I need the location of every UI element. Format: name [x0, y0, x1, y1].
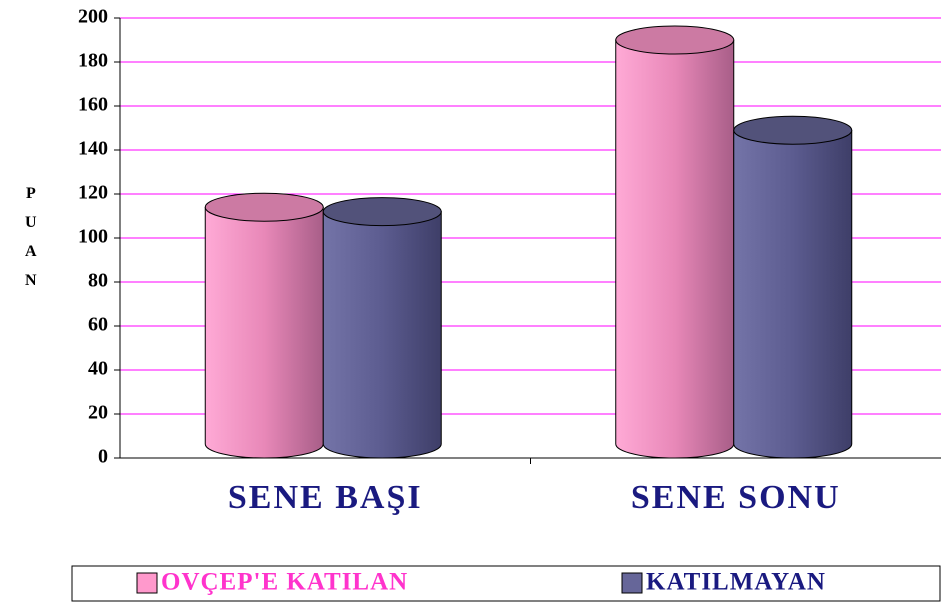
bar — [733, 129, 853, 459]
y-tick-label: 40 — [88, 358, 108, 380]
bar — [615, 39, 735, 459]
y-tick-label: 100 — [78, 226, 108, 248]
y-tick-label: 200 — [78, 6, 108, 28]
legend-box — [71, 565, 941, 602]
y-axis-label: PUAN — [22, 185, 39, 301]
bar-top — [733, 115, 853, 145]
y-tick-label: 20 — [88, 402, 108, 424]
legend-swatch — [621, 572, 643, 594]
y-tick-label: 180 — [78, 50, 108, 72]
legend-label: OVÇEP'E KATILAN — [161, 569, 408, 596]
y-tick-label: 0 — [98, 446, 108, 468]
bar-top — [322, 197, 442, 227]
y-tick-label: 120 — [78, 182, 108, 204]
legend-swatch — [136, 572, 158, 594]
bar — [322, 211, 442, 459]
x-tick-label: SENE BAŞI — [228, 479, 423, 516]
x-tick-label: SENE SONU — [631, 479, 841, 516]
y-tick-label: 160 — [78, 94, 108, 116]
y-tick-label: 60 — [88, 314, 108, 336]
bar-top — [204, 192, 324, 222]
bar — [204, 206, 324, 459]
y-tick-label: 80 — [88, 270, 108, 292]
legend-label: KATILMAYAN — [646, 569, 826, 596]
y-tick-label: 140 — [78, 138, 108, 160]
bar-top — [615, 25, 735, 55]
